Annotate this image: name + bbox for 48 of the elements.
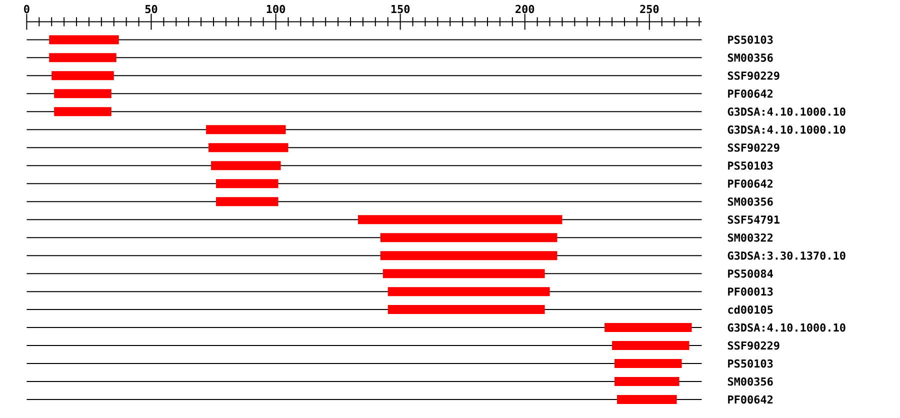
bar — [380, 233, 558, 242]
bar — [206, 125, 286, 134]
bar — [614, 377, 680, 386]
y-tick-label: PF00013 — [728, 287, 773, 296]
bar — [388, 287, 550, 296]
bar — [216, 197, 278, 206]
y-tick-label: PS50084 — [728, 269, 773, 278]
x-tick-label: 250 — [640, 4, 659, 14]
y-tick-label: G3DSA:4.10.1000.10 — [728, 323, 846, 332]
y-tick-label: cd00105 — [728, 305, 773, 314]
bar — [358, 215, 562, 224]
bar — [614, 359, 682, 368]
y-tick-label: PF00642 — [728, 179, 772, 188]
y-tick-label: PF00642 — [728, 90, 772, 98]
y-tick-label: SM00322 — [728, 233, 772, 242]
bar — [216, 179, 278, 188]
x-tick-label: 100 — [266, 4, 286, 14]
bar — [54, 107, 112, 116]
y-tick-label: PF00642 — [728, 395, 772, 404]
x-tick-label: 200 — [516, 4, 534, 14]
y-tick-label: PS50103 — [728, 36, 773, 44]
bar — [382, 269, 545, 278]
y-tick-label: G3DSA:4.10.1000.10 — [728, 108, 846, 116]
y-tick-label: SSF90229 — [728, 143, 780, 152]
bar — [380, 251, 558, 260]
bar — [52, 71, 114, 80]
y-tick-label: G3DSA:4.10.1000.10 — [728, 126, 846, 134]
bar — [49, 53, 116, 62]
x-tick-label: 50 — [145, 4, 158, 14]
x-tick-label: 150 — [391, 4, 410, 14]
y-tick-label: SM00356 — [728, 54, 773, 62]
bar — [388, 305, 545, 314]
y-tick-label: SM00356 — [728, 197, 773, 206]
bar — [617, 395, 677, 404]
bar — [211, 161, 281, 170]
bar — [54, 89, 112, 98]
y-tick-label: SSF54791 — [728, 215, 780, 224]
bar — [208, 143, 288, 152]
x-tick-label: 0 — [24, 4, 30, 14]
y-tick-label: SSF90229 — [728, 341, 780, 350]
y-tick-label: PS50103 — [728, 359, 773, 368]
bar — [49, 35, 119, 44]
y-tick-label: G3DSA:3.30.1370.10 — [728, 251, 846, 260]
bar — [612, 341, 690, 350]
y-tick-label: PS50103 — [728, 161, 773, 170]
bar — [604, 323, 692, 332]
y-tick-label: SM00356 — [728, 377, 773, 386]
y-tick-label: SSF90229 — [728, 72, 780, 80]
